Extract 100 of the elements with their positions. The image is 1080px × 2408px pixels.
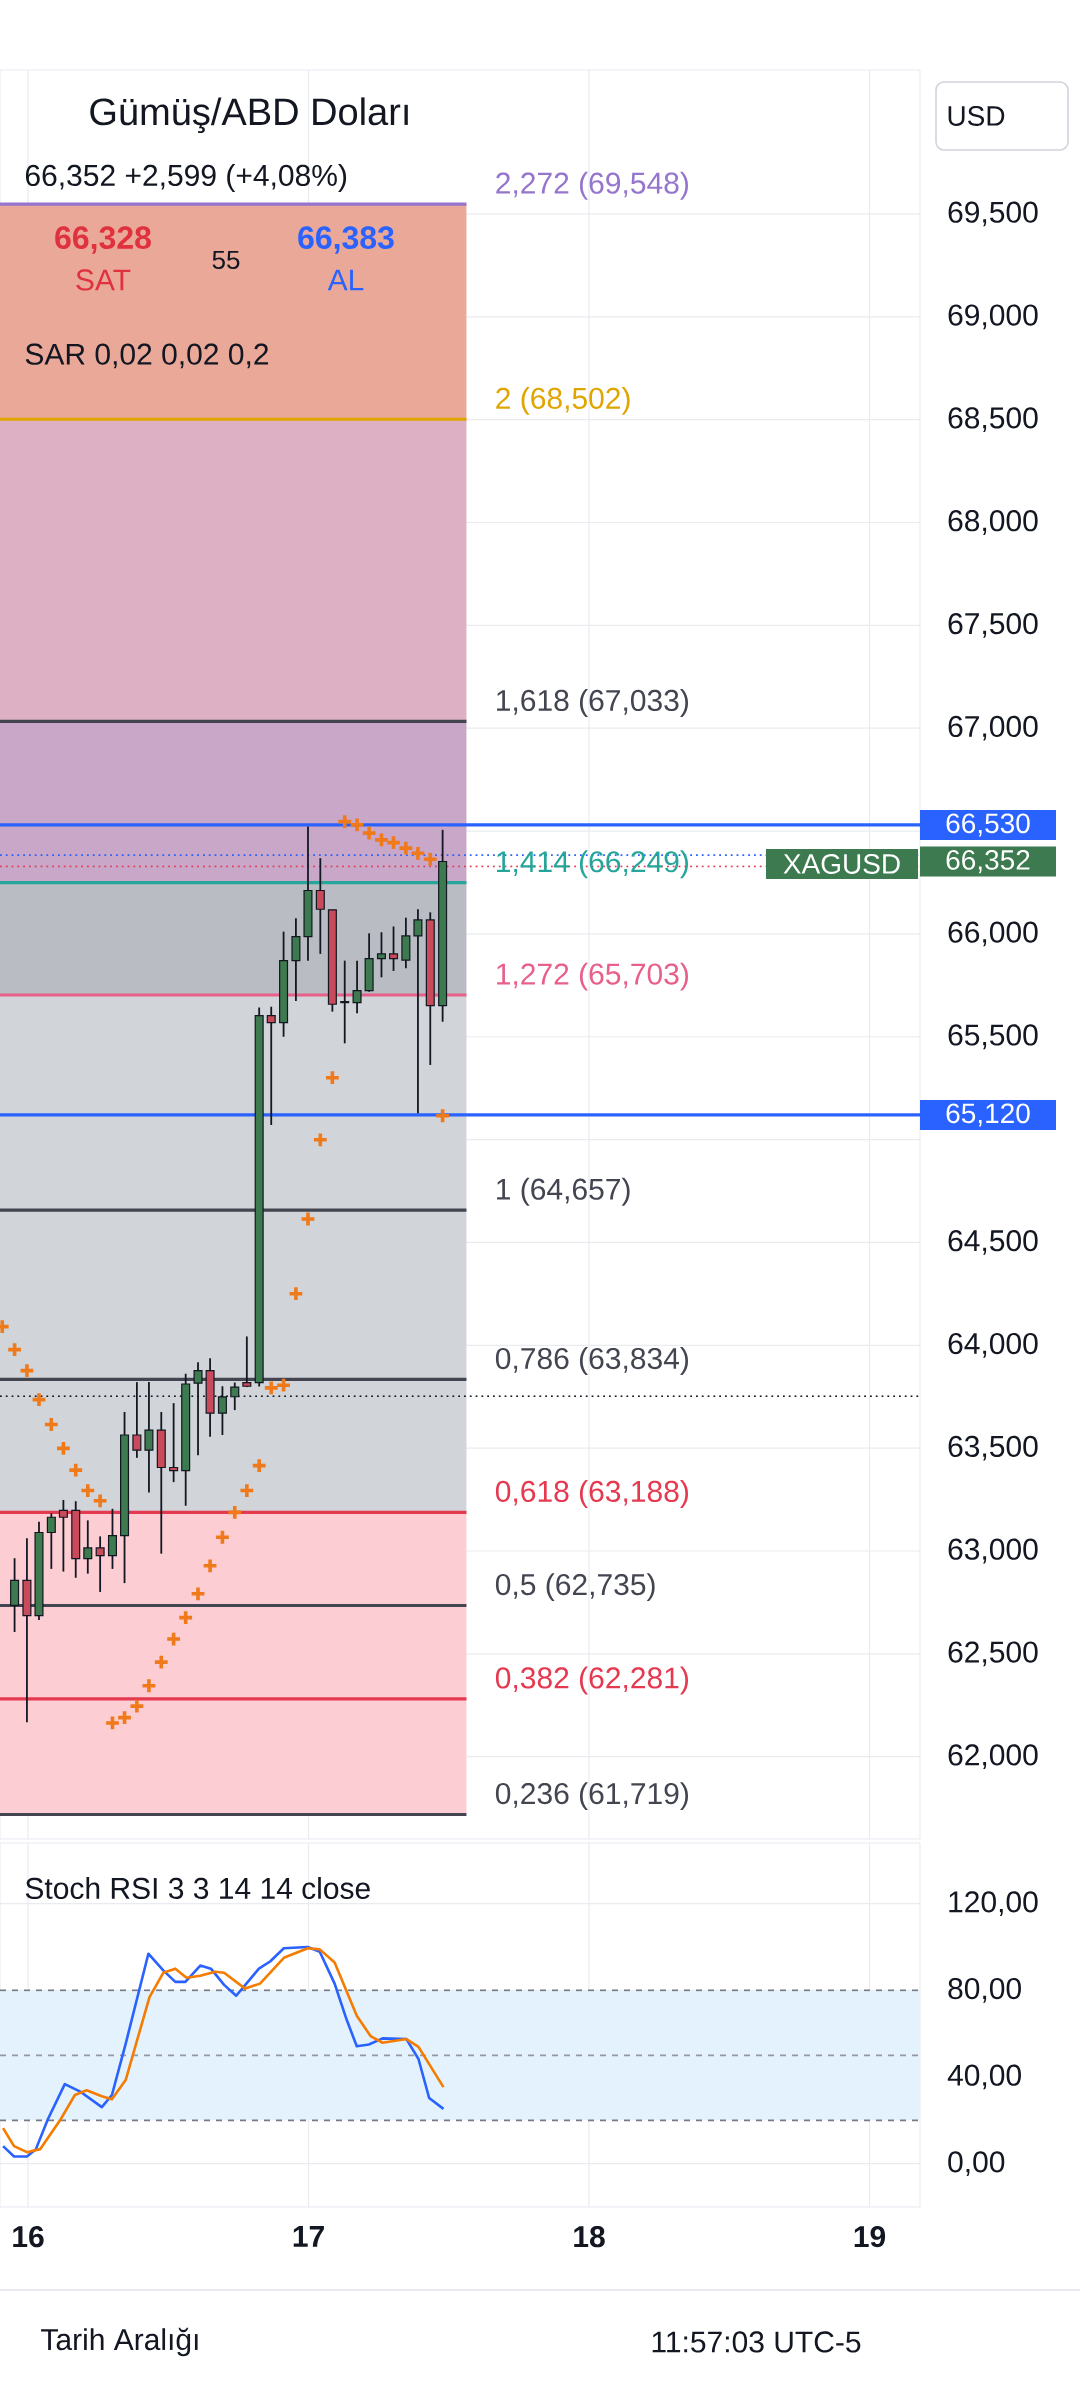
candlestick [83,1519,93,1575]
ref-line-label: 0,786 (63,834) [495,1347,688,1376]
y-tick-label: 63,000 [948,1538,1038,1564]
text: 66,530 [946,813,1030,837]
y-tick-label: 69,500 [948,201,1038,227]
y-tick-label: 66,000 [948,921,1038,947]
point [104,1714,121,1732]
point [312,1131,329,1149]
y-tick-label: 65,500 [948,1024,1038,1050]
point [385,834,402,851]
point [189,1585,207,1602]
y-tick-label: 120,00 [949,1891,1038,1917]
point [153,1653,170,1671]
candlestick [58,1499,68,1573]
annotation: 66,383 [298,226,394,254]
ref-line-label: 0,382 (62,281) [495,1666,688,1695]
ref-line-label: 2 (68,502) [496,386,630,415]
x-tick-label: 17 [293,2226,324,2247]
candlestick [266,1005,276,1126]
point [287,1285,305,1302]
candlestick [193,1361,203,1457]
y-tick-label: 62,500 [948,1641,1038,1667]
point [140,1677,158,1694]
candlestick [107,1507,117,1570]
y-tick-label: 69,000 [948,304,1038,330]
point [299,1210,317,1228]
ref-line-label: 0,618 (63,188) [495,1479,688,1508]
candlestick [340,959,350,1045]
annotation: 66,328 [55,226,151,254]
point [67,1461,84,1479]
point [91,1492,109,1510]
point [43,1416,60,1433]
y-tick-label: 64,000 [948,1332,1038,1358]
point [201,1557,219,1575]
candlestick [169,1402,179,1483]
y-tick-label: 68,500 [948,407,1038,433]
candlestick [242,1335,252,1388]
point [6,1341,23,1358]
point [422,851,439,868]
point [214,1529,231,1546]
y-tick-label: 0,00 [948,2151,1005,2177]
candlestick [352,959,362,1015]
annotation: AL [327,269,364,291]
point [263,1379,280,1397]
point [336,813,353,830]
point [409,845,427,862]
point [18,1362,36,1379]
y-tick-label: 40,00 [947,2064,1021,2090]
point [177,1609,194,1626]
point [30,1391,48,1408]
text: Tarih Aralığı [41,2327,198,2357]
annotation: SAT [76,269,131,291]
x-tick-label: 18 [574,2226,605,2248]
text: 11:57:03 UTC-5 [652,2331,861,2353]
ref-line-label: 1,618 (67,033) [497,689,688,718]
point [250,1457,268,1474]
point [55,1440,72,1457]
y-tick-label: 62,000 [948,1744,1038,1770]
text: USD [948,106,1005,126]
candlestick [413,908,423,1115]
x-tick-label: 19 [854,2226,886,2248]
point [275,1377,292,1394]
y-tick-label: 67,500 [948,612,1038,638]
point [324,1069,341,1086]
point [360,824,378,842]
annotation: XAGUSD [783,854,900,874]
text: Gümüş/ABD Doları [90,97,408,133]
text: Stoch RSI 3 3 14 14 close [25,1876,370,1899]
ref-line-label: 1 (64,657) [497,1177,630,1206]
y-tick-label: 80,00 [948,1977,1021,2003]
y-tick-label: 68,000 [948,510,1038,535]
x-tick-label: 16 [13,2226,44,2248]
ref-line-label: 2,272 (69,548) [496,171,688,200]
point [79,1482,96,1499]
y-tick-label: 63,500 [948,1435,1038,1461]
point [165,1630,182,1648]
candlestick [376,931,386,979]
point [397,839,415,857]
text: 65,120 [946,1103,1030,1127]
point [373,831,390,849]
ref-line-label: 0,5 (62,735) [495,1573,655,1602]
candlestick [315,857,325,955]
ref-line-label: 0,236 (61,719) [495,1782,688,1811]
y-tick-label: 67,000 [948,715,1038,741]
annotation: SAR 0,02 0,02 0,2 [25,343,269,369]
y-tick-label: 64,500 [948,1230,1038,1255]
candlestick [389,925,399,972]
ref-line-label: 1,272 (65,703) [497,962,688,991]
point [348,816,366,834]
ref-line-label: 1,414 (66,249) [497,850,688,879]
text: 66,352 [946,849,1030,874]
annotation: 55 [212,250,240,270]
point [226,1504,243,1521]
candlestick [46,1512,56,1570]
point [128,1697,146,1715]
candlestick [95,1535,105,1593]
point [238,1482,256,1499]
point [116,1709,133,1726]
point [434,1107,451,1124]
text: 66,352 +2,599 (+4,08%) [25,164,347,192]
